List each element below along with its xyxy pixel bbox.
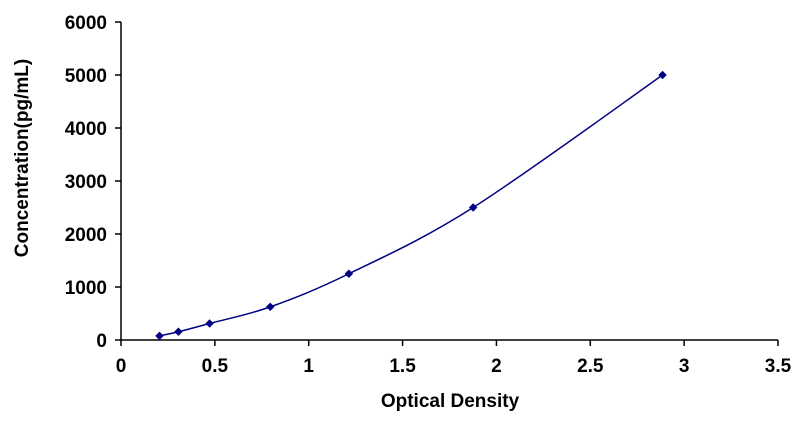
x-tick-label: 3 — [679, 356, 690, 377]
data-point-marker — [658, 70, 667, 80]
x-tick-label: 3.5 — [765, 356, 792, 377]
x-tick-label: 0 — [116, 356, 127, 377]
series-line — [159, 74, 663, 337]
x-tick-label: 2 — [491, 356, 502, 377]
y-tick-label: 6000 — [65, 13, 107, 34]
plot-area — [155, 70, 667, 341]
y-tick-label: 1000 — [65, 278, 107, 299]
axes: 0 1000 2000 3000 4000 5000 6000 0 0.5 1 1.5 2 2.5 3 3.… — [65, 13, 792, 377]
x-axis-title: Optical Density — [381, 391, 520, 412]
data-point-marker — [344, 269, 354, 279]
y-tick-label: 2000 — [65, 225, 107, 246]
y-axis-title: Concentration(pg/mL) — [12, 59, 33, 257]
y-tick-label: 5000 — [65, 66, 107, 87]
data-point-marker — [205, 319, 214, 328]
data-point-marker — [155, 331, 164, 341]
y-tick-label: 4000 — [65, 119, 107, 140]
y-tick-label: 3000 — [65, 172, 107, 193]
data-point-marker — [174, 327, 183, 337]
data-point-marker — [265, 302, 275, 312]
x-tick-label: 2.5 — [577, 356, 604, 377]
data-point-marker — [468, 203, 478, 212]
y-tick-label: 0 — [96, 331, 107, 352]
x-tick-label: 1.5 — [389, 356, 416, 377]
x-tick-label: 0.5 — [202, 356, 229, 377]
x-tick-label: 1 — [303, 356, 314, 377]
